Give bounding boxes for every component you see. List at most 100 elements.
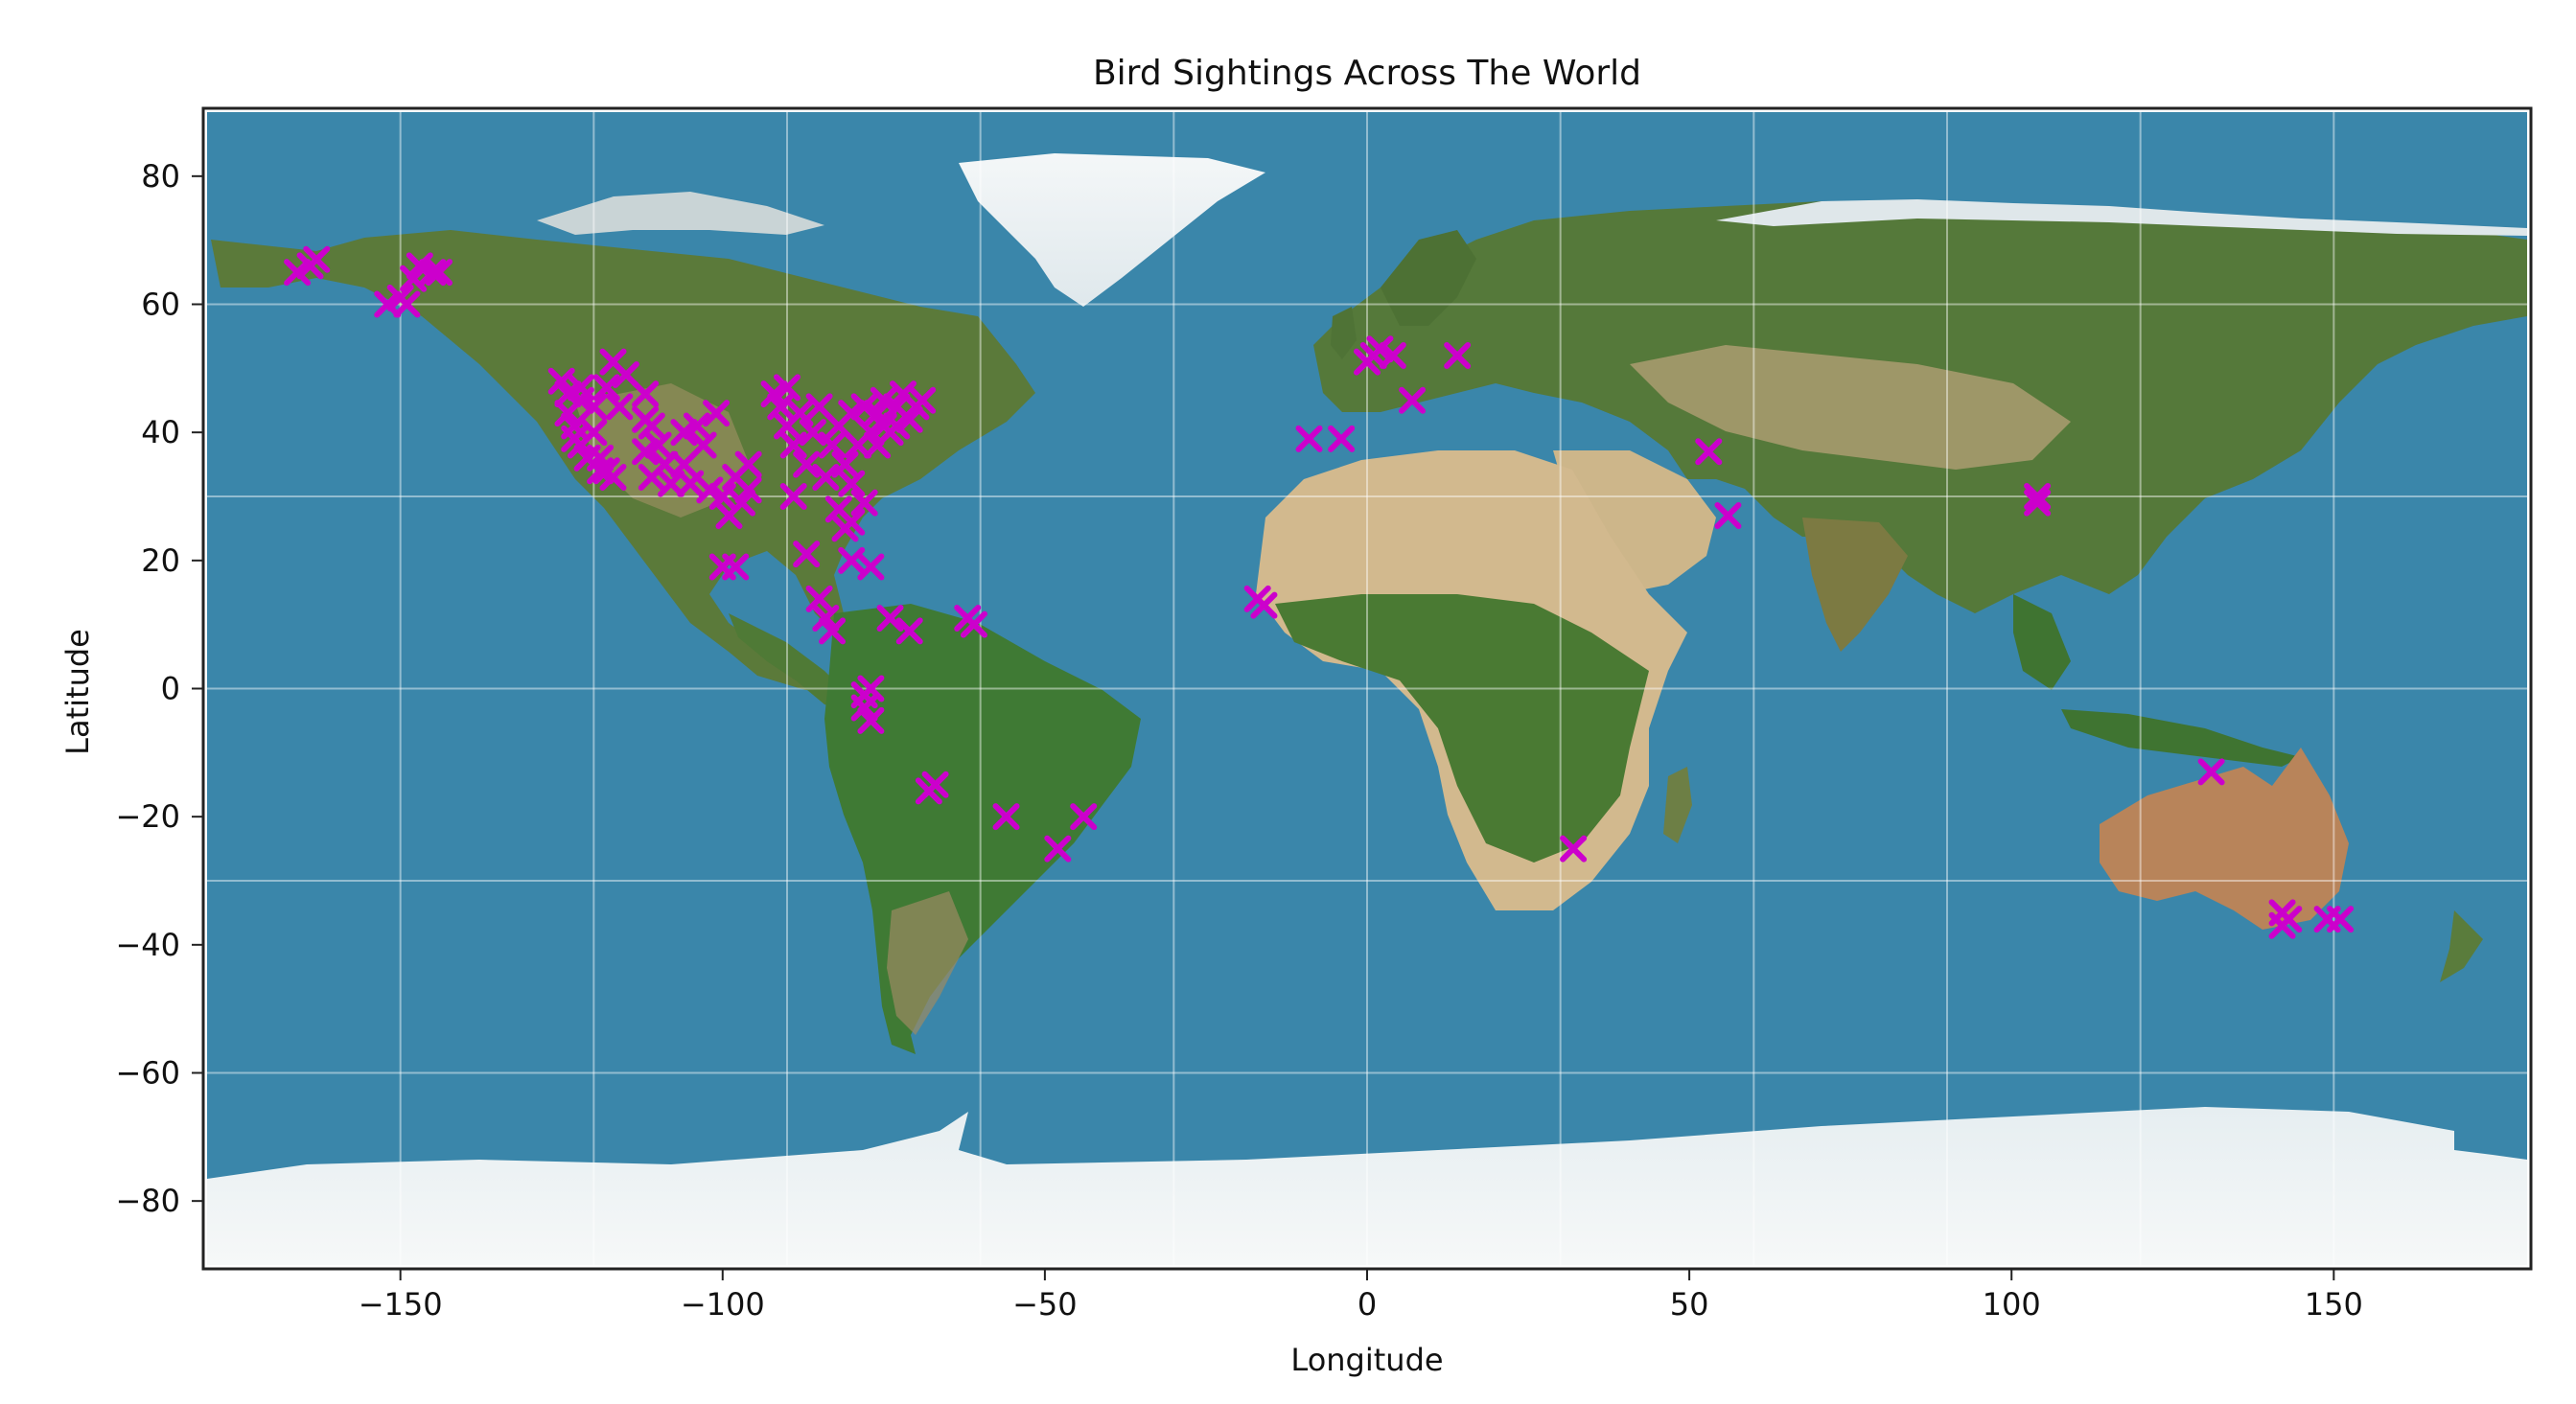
marker-stroke bbox=[850, 489, 878, 517]
sighting-marker bbox=[850, 694, 878, 722]
marker-stroke bbox=[992, 803, 1020, 831]
sighting-marker bbox=[850, 489, 878, 517]
marker-stroke bbox=[805, 585, 833, 612]
marker-stroke bbox=[883, 393, 911, 421]
sighting-marker bbox=[393, 290, 421, 318]
y-axis-label: Latitude bbox=[59, 629, 96, 755]
marker-stroke bbox=[606, 393, 634, 421]
marker-stroke bbox=[838, 470, 866, 497]
marker-stroke bbox=[1560, 835, 1588, 863]
y-axis: 80 60 40 20 0 −20 −40 −60 −80 bbox=[115, 158, 203, 1219]
y-tick-label: 60 bbox=[141, 287, 180, 323]
x-tick-label: 100 bbox=[1983, 1286, 2041, 1323]
marker-stroke bbox=[670, 419, 698, 447]
marker-stroke bbox=[1379, 341, 1406, 369]
marker-stroke bbox=[838, 400, 866, 427]
x-tick-label: 0 bbox=[1358, 1286, 1377, 1323]
sighting-marker bbox=[2024, 483, 2052, 510]
marker-stroke bbox=[426, 259, 453, 287]
sighting-marker bbox=[960, 610, 987, 638]
marker-stroke bbox=[708, 483, 736, 510]
africa-forest bbox=[1275, 594, 1649, 863]
marker-stroke bbox=[1695, 438, 1723, 466]
sighting-marker bbox=[831, 450, 859, 478]
sighting-marker bbox=[683, 412, 710, 440]
sighting-marker bbox=[638, 412, 665, 440]
marker-stroke bbox=[799, 419, 826, 447]
marker-stroke bbox=[696, 476, 724, 504]
marker-stroke bbox=[580, 393, 608, 421]
central-asia-dry bbox=[1630, 345, 2071, 470]
indonesia bbox=[2061, 709, 2301, 767]
marker-stroke bbox=[793, 541, 821, 568]
marker-stroke bbox=[960, 610, 987, 638]
sighting-marker bbox=[1366, 335, 1394, 363]
sighting-marker bbox=[651, 450, 679, 478]
marker-stroke bbox=[728, 489, 755, 517]
sighting-marker bbox=[1070, 803, 1098, 831]
sighting-marker bbox=[632, 380, 660, 408]
marker-stroke bbox=[838, 508, 866, 536]
marker-stroke bbox=[599, 348, 627, 376]
marker-stroke bbox=[760, 380, 788, 408]
sighting-marker bbox=[1695, 438, 1723, 466]
marker-stroke bbox=[547, 367, 575, 395]
sighting-marker bbox=[728, 489, 755, 517]
sighting-marker bbox=[2275, 906, 2303, 933]
sighting-marker bbox=[857, 706, 885, 734]
sighting-marker bbox=[786, 400, 814, 427]
world-landmasses bbox=[207, 153, 2527, 1265]
sighting-marker bbox=[406, 252, 433, 280]
marker-stroke bbox=[406, 252, 433, 280]
sighting-marker bbox=[303, 245, 331, 273]
marker-stroke bbox=[587, 457, 615, 485]
sighting-marker bbox=[599, 463, 627, 491]
marker-stroke bbox=[734, 450, 762, 478]
sighting-marker bbox=[876, 604, 904, 632]
marker-stroke bbox=[2275, 906, 2303, 933]
marker-stroke bbox=[658, 470, 685, 497]
sighting-marker bbox=[708, 483, 736, 510]
madagascar bbox=[1663, 767, 1692, 843]
marker-stroke bbox=[767, 393, 795, 421]
sighting-marker bbox=[992, 803, 1020, 831]
marker-stroke bbox=[857, 419, 885, 447]
marker-stroke bbox=[599, 463, 627, 491]
sighting-marker bbox=[374, 290, 402, 318]
marker-stroke bbox=[419, 259, 447, 287]
x-tick-label: −150 bbox=[359, 1286, 443, 1323]
arctic-islands bbox=[537, 192, 824, 235]
marker-stroke bbox=[1250, 591, 1278, 619]
marker-stroke bbox=[876, 604, 904, 632]
sighting-marker bbox=[670, 419, 698, 447]
marker-stroke bbox=[1295, 425, 1323, 452]
marker-stroke bbox=[303, 245, 331, 273]
marker-stroke bbox=[592, 374, 620, 402]
marker-stroke bbox=[812, 604, 840, 632]
x-tick-label: 150 bbox=[2305, 1286, 2363, 1323]
marker-stroke bbox=[819, 617, 847, 645]
sighting-marker bbox=[857, 419, 885, 447]
marker-stroke bbox=[1399, 386, 1427, 414]
sighting-marker bbox=[779, 483, 807, 510]
marker-stroke bbox=[2024, 483, 2052, 510]
sighting-marker bbox=[870, 386, 897, 414]
marker-stroke bbox=[831, 450, 859, 478]
sighting-marker bbox=[838, 508, 866, 536]
marker-stroke bbox=[1444, 341, 1472, 369]
marker-stroke bbox=[393, 290, 421, 318]
marker-stroke bbox=[1328, 425, 1356, 452]
marker-stroke bbox=[703, 400, 731, 427]
new-zealand bbox=[2440, 910, 2483, 982]
chart-title: Bird Sightings Across The World bbox=[1093, 54, 1641, 93]
y-tick-label: −20 bbox=[115, 798, 180, 835]
marker-stroke bbox=[632, 380, 660, 408]
marker-stroke bbox=[580, 419, 608, 447]
sighting-marker bbox=[554, 380, 582, 408]
sighting-marker bbox=[400, 265, 428, 292]
marker-stroke bbox=[850, 393, 878, 421]
sighting-marker bbox=[909, 386, 937, 414]
sighting-marker bbox=[793, 541, 821, 568]
sighting-marker bbox=[2327, 906, 2355, 933]
marker-stroke bbox=[683, 412, 710, 440]
